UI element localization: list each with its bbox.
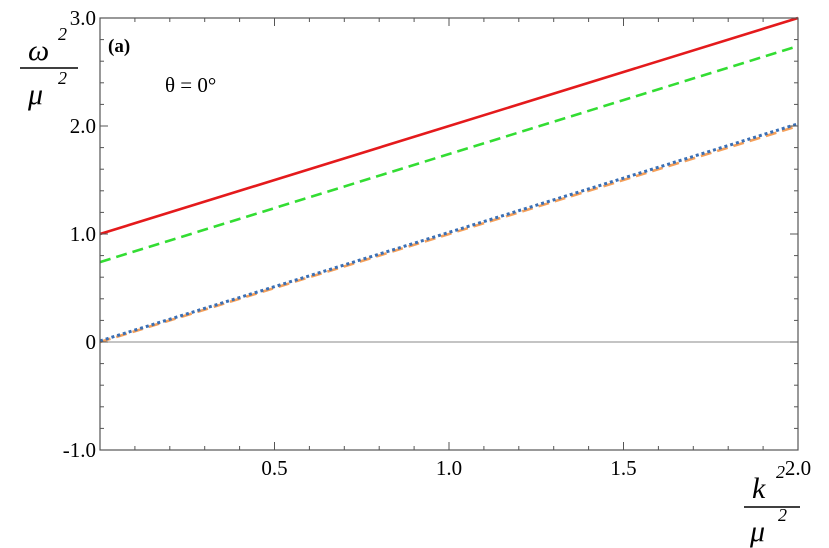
ylabel-denominator: μ [27,78,43,111]
series-line-4 [99,122,799,343]
y-tick-label: 2.0 [70,114,96,138]
panel-label: (a) [108,36,130,57]
series-line-1 [99,16,799,236]
xlabel-den-power: 2 [778,505,787,525]
ticks-layer: 0.5 1.0 1.5 2.0 -1.0 0 1.0 2.0 3.0 [63,6,811,480]
y-tick-label: 3.0 [70,6,96,30]
y-tick-label: -1.0 [63,438,96,462]
xlabel-power: 2 [776,462,785,482]
x-tick-label: 0.5 [261,456,287,480]
series-line-2 [99,44,799,264]
xlabel-denominator: μ [749,515,765,548]
ylabel-den-power: 2 [58,68,67,88]
y-tick-label: 0 [86,330,97,354]
x-axis-label: k 2 μ 2 [744,462,800,548]
x-tick-label: 1.0 [436,456,462,480]
ylabel-power: 2 [58,24,67,44]
y-axis-label: ω 2 μ 2 [20,24,78,111]
xlabel-symbol: k [752,472,766,505]
x-tick-label: 2.0 [785,456,811,480]
theta-annotation: θ = 0° [165,73,216,97]
ylabel-symbol: ω [28,34,49,67]
x-tick-label: 1.5 [610,456,636,480]
y-tick-label: 1.0 [70,222,96,246]
series-layer [99,16,799,344]
